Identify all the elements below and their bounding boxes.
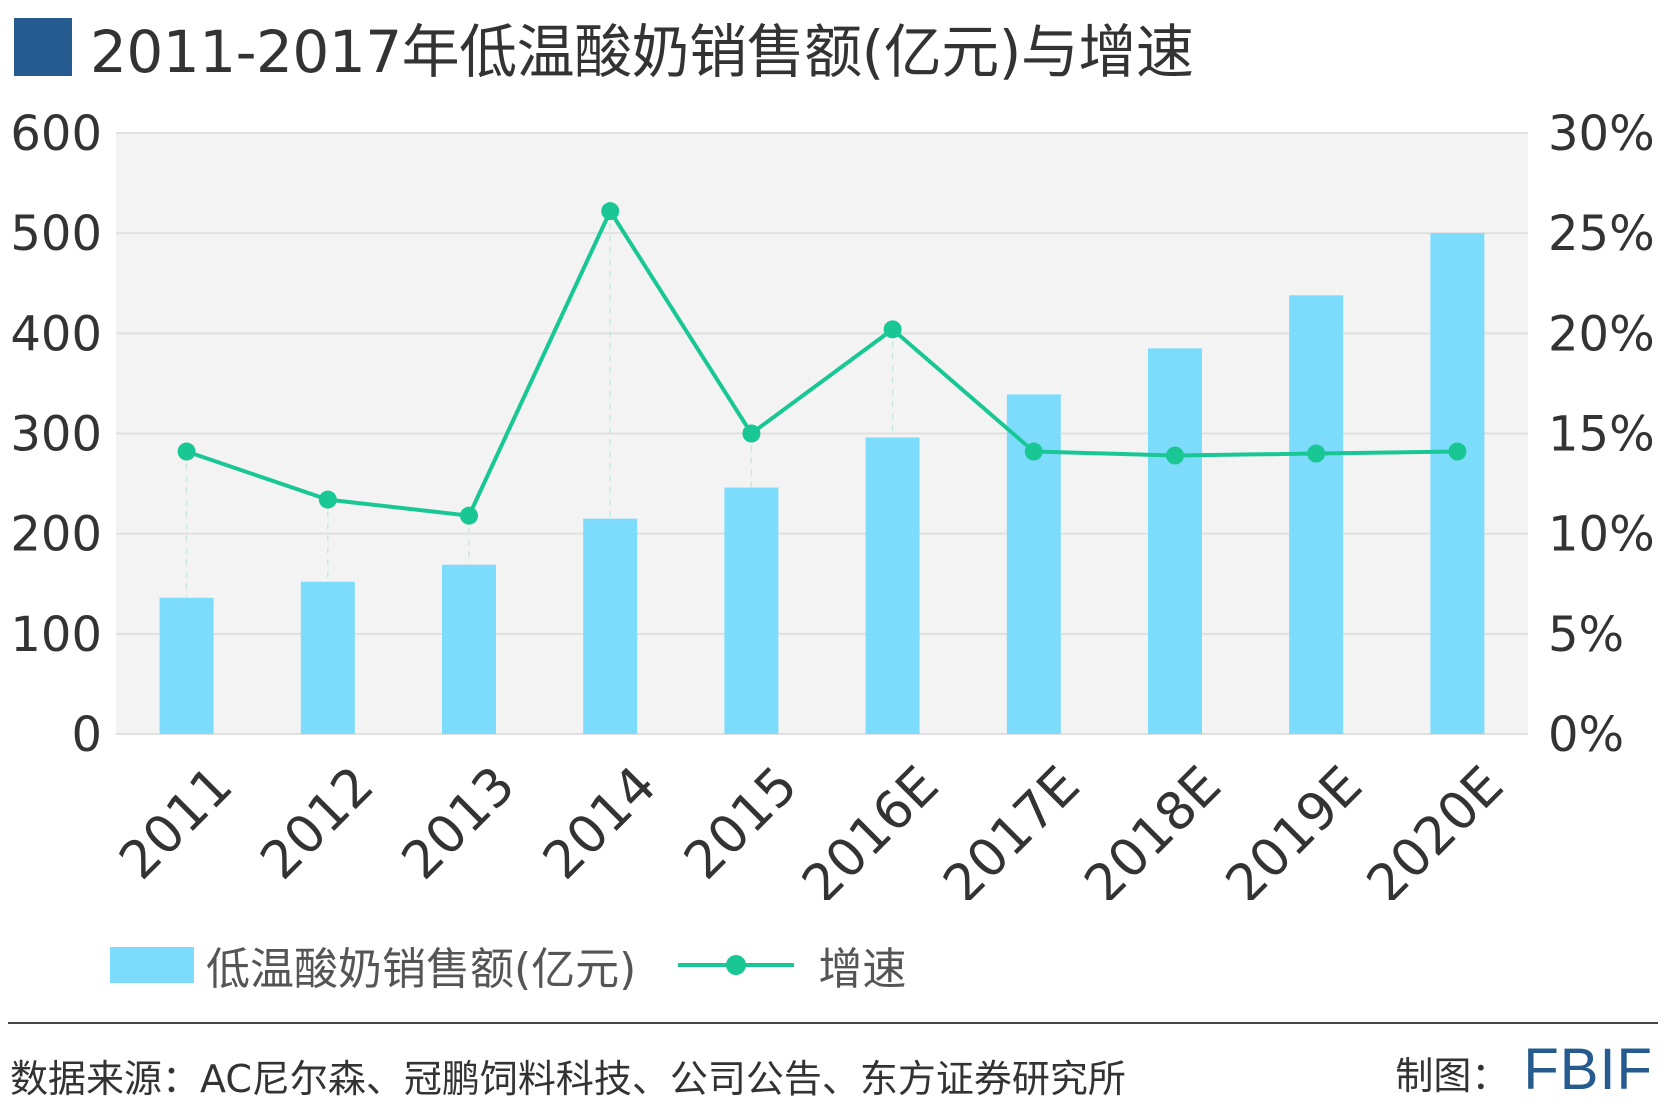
x-tick-label: 2017E	[932, 755, 1091, 900]
y-left-tick-label: 0	[71, 707, 102, 763]
y-right-tick-label: 25%	[1548, 206, 1655, 262]
growth-point	[318, 490, 337, 509]
y-left-tick-label: 200	[10, 507, 102, 563]
footer-divider	[8, 1022, 1658, 1024]
x-tick-label: 2012	[250, 755, 386, 891]
y-right-tick-label: 15%	[1548, 407, 1655, 463]
growth-line	[185, 209, 1458, 518]
x-tick-label: 2018E	[1074, 755, 1233, 900]
growth-point	[1448, 442, 1467, 461]
bar	[300, 581, 355, 734]
legend: 低温酸奶销售额(亿元) 增速	[110, 935, 906, 995]
y-right-tick-label: 5%	[1548, 607, 1624, 663]
y-left-tick-label: 100	[10, 607, 102, 663]
growth-point	[177, 442, 196, 461]
title-square-icon	[14, 18, 72, 76]
y-left-tick-label: 400	[10, 306, 102, 362]
y-right-tick-label: 0%	[1548, 707, 1624, 763]
growth-point	[1166, 446, 1184, 465]
legend-bar-swatch	[110, 947, 194, 983]
x-tick-label: 2013	[391, 755, 527, 891]
combo-chart: 0 100 200 300 400 500 600 0% 5% 10% 15% 20% 25% 30% 20…	[10, 106, 1655, 900]
bar	[159, 597, 214, 734]
growth-point	[460, 506, 478, 525]
legend-line-label: 增速	[818, 944, 907, 995]
x-tick-label: 2016E	[791, 755, 950, 900]
bar	[865, 437, 920, 734]
y-left-tick-label: 300	[10, 407, 102, 463]
title-text: 2011-2017年低温酸奶销售额(亿元)与增速	[90, 18, 1194, 86]
growth-point	[601, 202, 620, 221]
bar	[1148, 348, 1202, 734]
bar	[1430, 233, 1485, 734]
x-tick-label: 2015	[673, 755, 809, 891]
growth-point	[1307, 444, 1326, 463]
source-note: 数据来源：AC尼尔森、冠鹏饲料科技、公司公告、东方证券研究所	[10, 1057, 1126, 1101]
y-right-tick-label: 30%	[1548, 106, 1655, 162]
credit-label: 制图：	[1395, 1054, 1510, 1098]
bar	[724, 487, 779, 734]
bar	[583, 518, 638, 734]
legend-line-marker	[678, 947, 795, 983]
x-tick-label: 2019E	[1215, 755, 1374, 900]
y-left-tick-label: 500	[10, 206, 102, 262]
bar	[442, 564, 496, 734]
x-tick-label: 2011	[108, 755, 244, 891]
x-tick-label: 2020E	[1356, 755, 1515, 900]
x-tick-label: 2014	[532, 755, 668, 891]
growth-point	[1024, 442, 1043, 461]
y-right-tick-label: 10%	[1548, 507, 1655, 563]
legend-bar-label: 低温酸奶销售额(亿元)	[206, 944, 637, 995]
growth-point	[883, 320, 902, 339]
chart-title: 2011-2017年低温酸奶销售额(亿元)与增速	[14, 14, 1194, 86]
fbif-logo: FBIF	[1523, 1037, 1653, 1102]
y-left-tick-label: 600	[10, 106, 102, 162]
bar	[1289, 295, 1344, 734]
y-right-tick-label: 20%	[1548, 306, 1655, 362]
credit: 制图： FBIF	[1395, 1036, 1653, 1103]
growth-point	[742, 424, 761, 443]
